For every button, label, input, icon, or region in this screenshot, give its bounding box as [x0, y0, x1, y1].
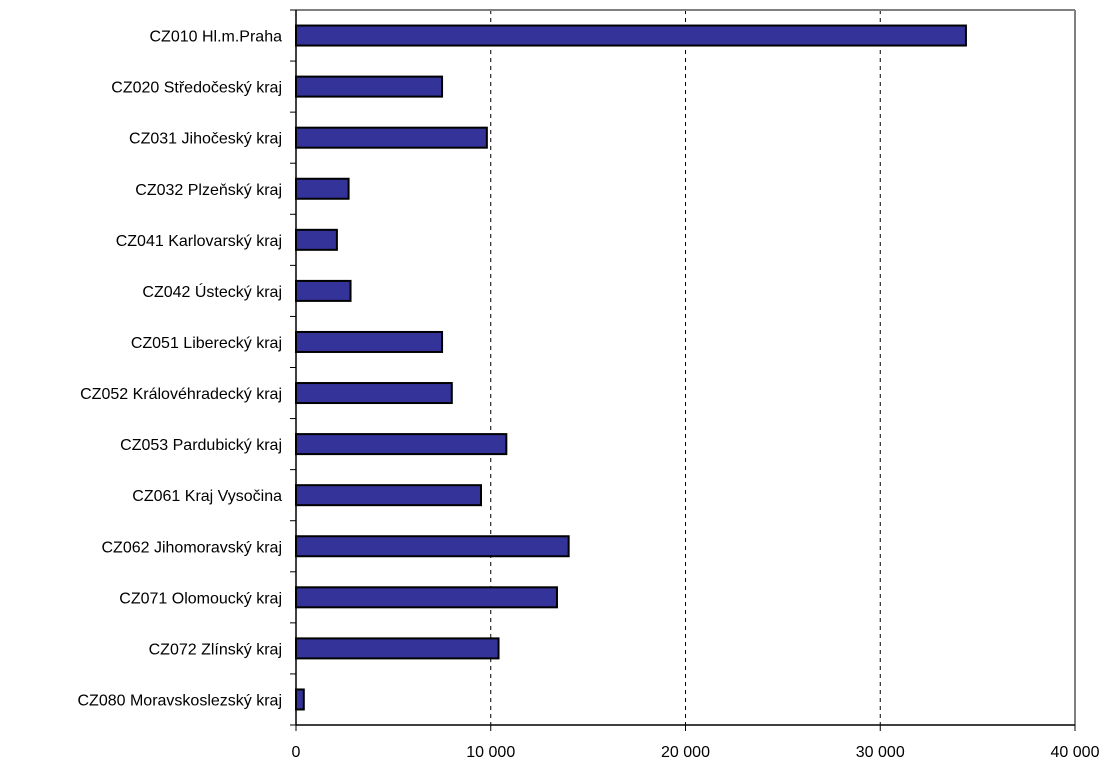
category-label: CZ072 Zlínský kraj — [149, 641, 282, 658]
x-tick-label: 40 000 — [1051, 744, 1100, 761]
bar[interactable] — [295, 177, 350, 200]
bar[interactable] — [295, 228, 338, 251]
bar[interactable] — [295, 382, 453, 405]
category-label: CZ071 Olomoucký kraj — [119, 590, 282, 607]
x-tick-label: 0 — [292, 744, 301, 761]
bar[interactable] — [295, 75, 444, 98]
bar[interactable] — [295, 586, 558, 609]
x-tick-label: 20 000 — [661, 744, 710, 761]
category-label: CZ051 Liberecký kraj — [131, 335, 282, 352]
category-label: CZ080 Moravskoslezský kraj — [78, 692, 283, 709]
category-label: CZ061 Kraj Vysočina — [132, 488, 282, 505]
category-label: CZ031 Jihočeský kraj — [129, 131, 282, 148]
bar[interactable] — [295, 637, 500, 660]
bar[interactable] — [295, 535, 570, 558]
x-tick-label: 10 000 — [466, 744, 515, 761]
category-label: CZ010 Hl.m.Praha — [150, 29, 283, 46]
bar[interactable] — [295, 279, 352, 302]
category-label: CZ032 Plzeňský kraj — [135, 182, 282, 199]
category-label: CZ020 Středočeský kraj — [111, 80, 282, 97]
category-label: CZ053 Pardubický kraj — [120, 437, 282, 454]
category-label: CZ042 Ústecký kraj — [142, 282, 282, 301]
bar[interactable] — [295, 688, 305, 711]
category-label: CZ062 Jihomoravský kraj — [102, 539, 283, 556]
category-label: CZ052 Královéhradecký kraj — [80, 386, 282, 403]
bar[interactable] — [295, 433, 508, 456]
bar[interactable] — [295, 484, 483, 507]
bar[interactable] — [295, 126, 488, 149]
category-label: CZ041 Karlovarský kraj — [116, 233, 282, 250]
bar[interactable] — [295, 330, 444, 353]
bar[interactable] — [295, 24, 967, 47]
x-tick-label: 30 000 — [856, 744, 905, 761]
